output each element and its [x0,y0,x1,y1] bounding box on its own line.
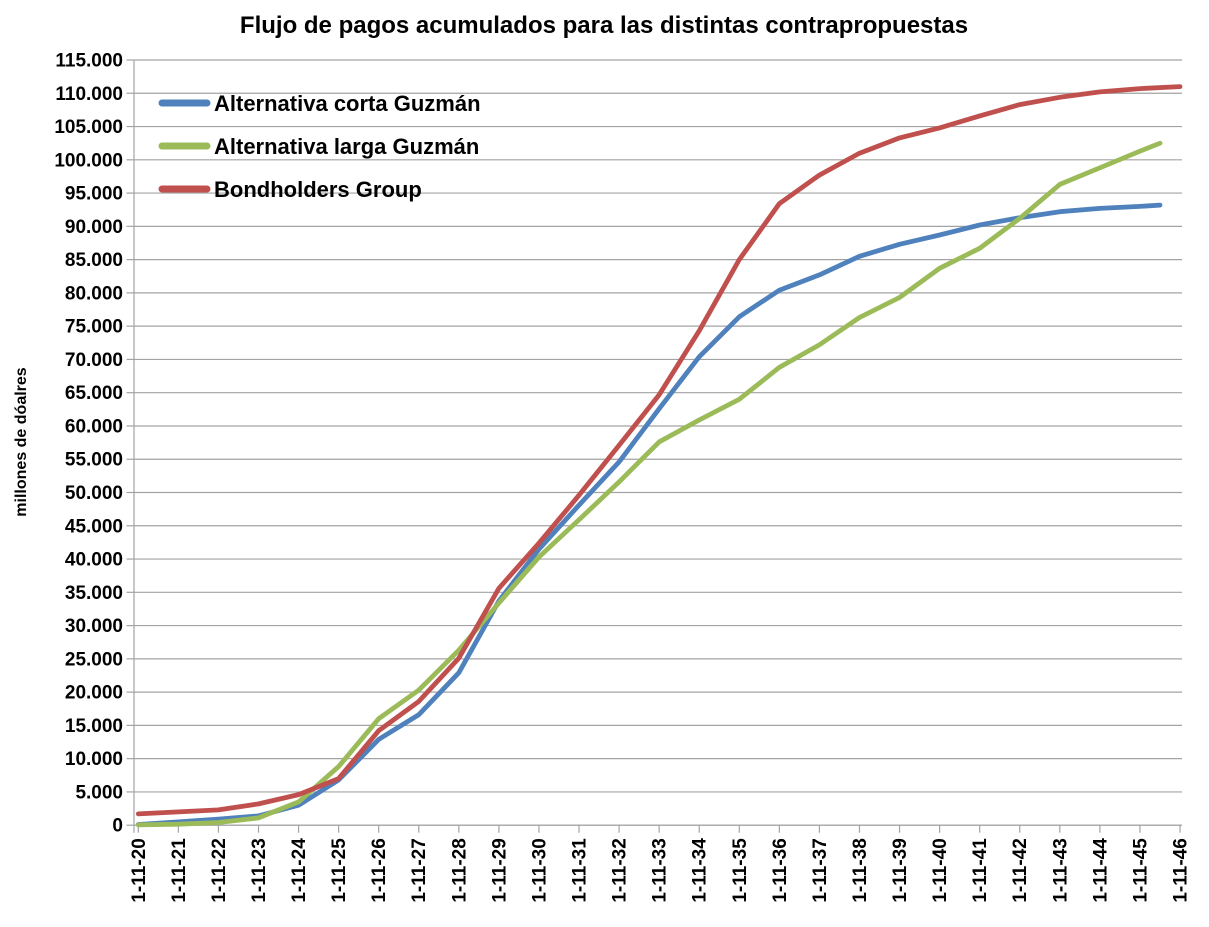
legend-item-alternativa-larga-guzman: Alternativa larga Guzmán [158,134,479,159]
y-tick-label: 35.000 [65,583,123,604]
y-tick-label: 30.000 [65,616,123,637]
y-tick-label: 25.000 [65,649,123,670]
x-tick-label: 1-11-34 [690,838,711,903]
y-axis-tick-labels: 0 5.000 10.000 15.000 20.000 25.000 30.000 35.0… [54,51,123,837]
y-tick-label: 60.000 [65,416,123,437]
y-tick-label: 80.000 [65,283,123,304]
y-tick-label: 110.000 [55,84,123,105]
x-tick-label: 1-11-39 [890,838,911,902]
x-tick-label: 1-11-22 [209,838,230,902]
data-series [135,84,1183,828]
legend-label-bondholders-group: Bondholders Group [214,177,422,202]
x-tick-label: 1-11-30 [529,838,550,902]
legend-label-alternativa-corta-guzman: Alternativa corta Guzmán [214,91,481,116]
y-axis-title: millones de dóalres [13,367,30,516]
y-tick-label: 15.000 [65,716,123,737]
x-axis-tick-labels: 1-11-20 1-11-21 1-11-22 1-11-23 1-11-24 1-11-… [129,838,1192,903]
y-tick-label: 105.000 [54,117,123,138]
x-tick-label: 1-11-20 [129,838,150,902]
x-tick-label: 1-11-31 [570,838,591,903]
x-tick-label: 1-11-33 [650,838,671,902]
x-tick-label: 1-11-44 [1090,838,1111,903]
x-tick-label: 1-11-36 [770,838,791,902]
y-tick-label: 55.000 [65,450,123,471]
y-tick-label: 75.000 [65,317,123,338]
x-tick-label: 1-11-28 [449,838,470,902]
y-tick-label: 65.000 [65,383,123,404]
x-tick-label: 1-11-43 [1050,838,1071,902]
y-tick-label: 90.000 [65,217,123,238]
y-tick-label: 20.000 [65,683,123,704]
x-tick-label: 1-11-40 [930,838,951,902]
x-tick-label: 1-11-32 [610,838,631,902]
y-axis-ticks [126,59,134,826]
x-tick-label: 1-11-25 [329,838,350,903]
x-tick-label: 1-11-46 [1171,838,1192,902]
legend: Alternativa corta Guzmán Alternativa larg… [158,91,481,202]
legend-item-alternativa-corta-guzman: Alternativa corta Guzmán [158,91,481,116]
y-tick-label: 95.000 [65,184,123,205]
y-tick-label: 40.000 [65,550,123,571]
y-tick-label: 85.000 [65,250,123,271]
legend-label-alternativa-larga-guzman: Alternativa larga Guzmán [214,134,479,159]
x-tick-label: 1-11-26 [369,838,390,902]
y-tick-label: 115.000 [55,51,123,72]
x-tick-label: 1-11-45 [1130,838,1151,903]
y-tick-label: 5.000 [75,782,123,803]
x-tick-label: 1-11-24 [289,838,310,903]
x-tick-label: 1-11-41 [970,838,991,903]
x-tick-label: 1-11-27 [409,838,430,902]
y-tick-label: 100.000 [54,150,123,171]
x-axis-ticks [137,825,1181,833]
chart-title: Flujo de pagos acumulados para las disti… [240,12,968,39]
axes [133,60,1182,833]
x-tick-label: 1-11-23 [249,838,270,902]
x-tick-label: 1-11-35 [730,838,751,903]
x-tick-label: 1-11-42 [1010,838,1031,902]
series-line-bondholders-group [135,84,1183,817]
y-tick-label: 70.000 [65,350,123,371]
y-tick-label: 50.000 [65,483,123,504]
x-tick-label: 1-11-29 [489,838,510,902]
y-tick-label: 0 [112,816,123,837]
y-tick-label: 10.000 [65,749,123,770]
x-tick-label: 1-11-38 [850,838,871,902]
y-tick-label: 45.000 [65,516,123,537]
legend-item-bondholders-group: Bondholders Group [158,177,422,202]
series-line-alternativa-corta-guzman [135,202,1163,827]
series-line-alternativa-larga-guzman [135,140,1163,828]
x-tick-label: 1-11-21 [169,838,190,903]
x-tick-label: 1-11-37 [810,838,831,902]
